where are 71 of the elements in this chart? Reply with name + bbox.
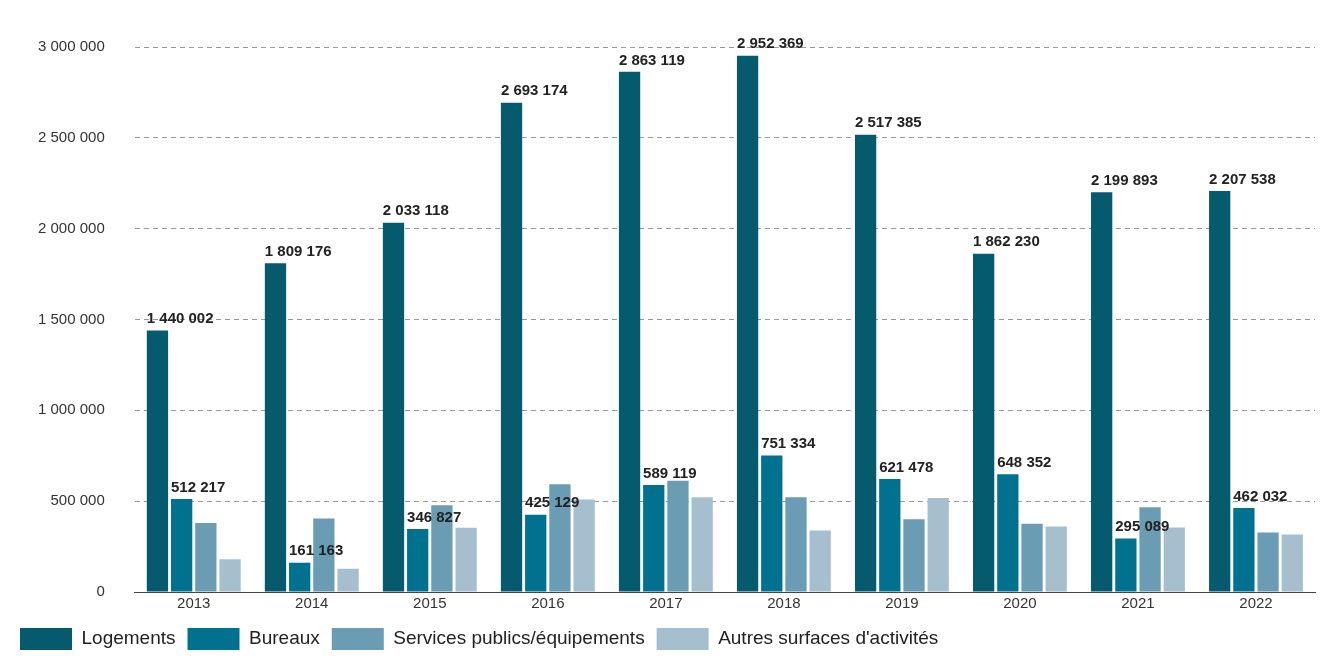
bar	[854, 134, 877, 592]
y-tick-label: 0	[96, 582, 105, 600]
bar	[643, 484, 665, 592]
bar	[195, 522, 217, 592]
data-label: 2 207 538	[1209, 169, 1276, 187]
x-tick-label: 2019	[885, 594, 919, 612]
x-tick-label: 2016	[531, 594, 565, 612]
data-label: 2 517 385	[854, 113, 922, 131]
y-tick-label: 3 000 000	[38, 37, 105, 55]
data-label: 1 862 230	[972, 232, 1040, 250]
x-tick-label: 2018	[767, 594, 801, 612]
bar	[927, 498, 949, 592]
bar	[171, 498, 193, 592]
bar	[1281, 534, 1303, 592]
bar	[525, 514, 547, 592]
data-label: 2 033 118	[382, 201, 449, 219]
y-tick-label: 1 000 000	[38, 400, 105, 418]
y-tick-label: 2 500 000	[38, 127, 105, 145]
y-tick-label: 1 500 000	[38, 309, 105, 327]
bar	[500, 102, 523, 592]
y-tick-label: 2 000 000	[38, 218, 105, 236]
data-label: 621 478	[879, 457, 934, 475]
x-tick-label: 2022	[1239, 594, 1273, 612]
bar	[1045, 526, 1067, 592]
data-label: 648 352	[997, 452, 1052, 470]
bar	[337, 568, 359, 592]
bar	[146, 330, 169, 592]
y-tick-label: 500 000	[50, 491, 105, 509]
data-label: 2 693 174	[500, 81, 569, 99]
data-label: 1 809 176	[264, 241, 332, 259]
bar	[219, 559, 241, 592]
x-tick-label: 2013	[177, 594, 211, 612]
legend-label: Bureaux	[249, 627, 321, 649]
legend-label: Autres surfaces d'activités	[718, 627, 939, 649]
bar	[1233, 508, 1255, 592]
legend-label: Logements	[81, 627, 176, 649]
bar	[691, 497, 713, 592]
x-tick-label: 2017	[649, 594, 683, 612]
data-label: 512 217	[171, 477, 226, 495]
bar	[879, 479, 901, 592]
bar	[1115, 538, 1137, 592]
data-label: 2 952 369	[736, 34, 804, 52]
x-tick-label: 2014	[295, 594, 329, 612]
bar	[903, 519, 925, 592]
bar	[289, 562, 311, 592]
data-label: 2 863 119	[618, 50, 685, 68]
bar	[382, 222, 405, 592]
data-label: 1 440 002	[146, 309, 214, 327]
bar	[264, 263, 287, 592]
bar	[809, 530, 831, 592]
x-tick-label: 2020	[1003, 594, 1037, 612]
data-label: 751 334	[761, 434, 817, 452]
bar	[1091, 192, 1113, 592]
bar	[455, 527, 477, 592]
bar	[1209, 190, 1231, 592]
x-tick-label: 2021	[1121, 594, 1155, 612]
data-label: 589 119	[643, 463, 697, 481]
data-label: 462 032	[1233, 486, 1288, 504]
bar	[618, 71, 641, 592]
bar	[407, 528, 429, 592]
bar	[1021, 523, 1043, 592]
bar	[667, 480, 689, 592]
legend-label: Services publics/équipements	[393, 627, 645, 649]
bar	[736, 55, 759, 592]
data-label: 2 199 893	[1091, 170, 1158, 188]
bar	[997, 474, 1019, 592]
bar	[785, 497, 807, 592]
x-tick-label: 2015	[413, 594, 447, 612]
bar	[761, 455, 783, 592]
bar	[1257, 532, 1279, 592]
bar	[972, 253, 995, 592]
